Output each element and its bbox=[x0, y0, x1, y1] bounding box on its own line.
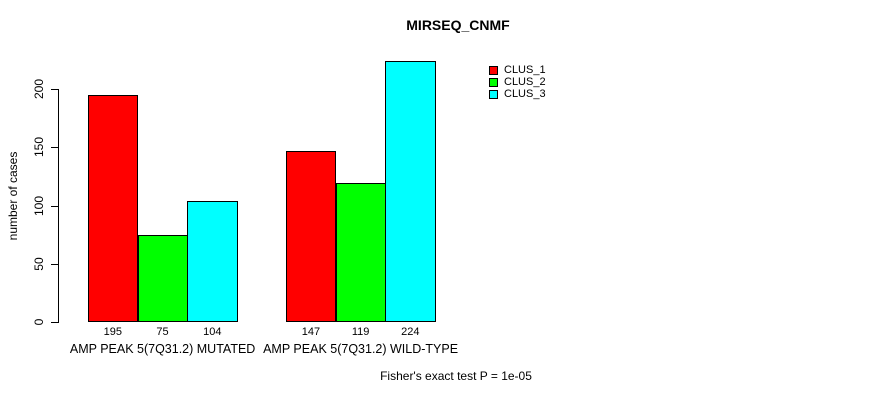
y-axis-tick-label: 200 bbox=[32, 78, 46, 100]
y-axis-tick bbox=[51, 89, 58, 90]
legend: CLUS_1 CLUS_2 CLUS_3 bbox=[489, 64, 546, 100]
bar-clus_1-group2 bbox=[286, 150, 337, 322]
bar-clus_1-group1 bbox=[88, 94, 139, 322]
bar-clus_3-group1 bbox=[187, 200, 238, 322]
bar-clus_2-group1 bbox=[137, 234, 188, 322]
y-axis-tick-label: 150 bbox=[32, 137, 46, 158]
y-axis-tick-label: 0 bbox=[32, 318, 46, 326]
y-axis-line bbox=[58, 89, 59, 323]
legend-swatch-clus_2 bbox=[489, 77, 498, 87]
bar-value-label: 104 bbox=[203, 326, 222, 338]
bar-clus_3-group2 bbox=[385, 61, 436, 322]
y-axis-tick-label: 50 bbox=[32, 257, 46, 271]
x-axis-group-label: AMP PEAK 5(7Q31.2) WILD-TYPE bbox=[263, 342, 459, 356]
y-axis-tick bbox=[51, 263, 58, 265]
chart-title: MIRSEQ_CNMF bbox=[406, 17, 510, 33]
bar-value-label: 195 bbox=[103, 326, 122, 338]
bar-value-label: 75 bbox=[156, 326, 169, 338]
bar-value-label: 224 bbox=[401, 326, 420, 338]
bar-value-label: 119 bbox=[351, 326, 370, 338]
y-axis-tick bbox=[51, 205, 58, 207]
legend-swatch-clus_3 bbox=[489, 89, 498, 99]
y-axis-tick bbox=[51, 147, 58, 149]
legend-label: CLUS_2 bbox=[504, 76, 546, 88]
legend-label: CLUS_1 bbox=[504, 64, 546, 76]
x-axis-group-label: AMP PEAK 5(7Q31.2) MUTATED bbox=[69, 342, 256, 356]
legend-label: CLUS_3 bbox=[504, 88, 546, 100]
legend-item-clus_3: CLUS_3 bbox=[489, 88, 546, 100]
legend-item-clus_1: CLUS_1 bbox=[489, 64, 546, 76]
stat-annotation: Fisher's exact test P = 1e-05 bbox=[380, 369, 532, 383]
bar-clus_2-group2 bbox=[335, 183, 386, 322]
y-axis-tick bbox=[51, 322, 58, 323]
legend-swatch-clus_1 bbox=[489, 65, 498, 75]
legend-item-clus_2: CLUS_2 bbox=[489, 76, 546, 88]
y-axis-tick-label: 100 bbox=[32, 195, 46, 216]
bar-value-label: 147 bbox=[301, 326, 321, 338]
